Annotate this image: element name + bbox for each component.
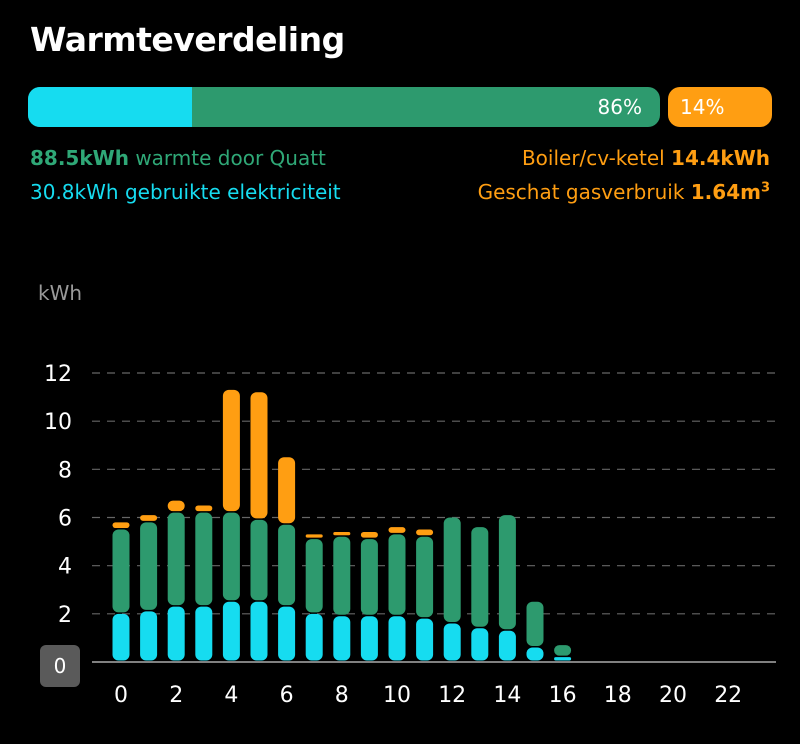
bar-boiler-hour-3 — [195, 505, 213, 512]
bar-electricity-hour-9 — [360, 616, 378, 661]
bar-quatt_heat-hour-1 — [140, 522, 158, 610]
x-tick-label-20: 20 — [659, 683, 687, 708]
bar-electricity-hour-10 — [388, 616, 406, 661]
y-tick-label-8: 8 — [58, 458, 72, 483]
y-tick-label-6: 6 — [58, 507, 72, 532]
bar-quatt_heat-hour-16 — [554, 645, 572, 656]
bar-quatt_heat-hour-14 — [498, 515, 516, 630]
bar-quatt_heat-hour-10 — [388, 534, 406, 615]
quatt-heat-label: warmte door Quatt — [135, 146, 326, 170]
gas-legend: Geschat gasverbruik 1.64m3 — [478, 180, 770, 204]
electricity-value: 30.8kWh — [30, 180, 119, 204]
bar-boiler-hour-10 — [388, 527, 406, 533]
bar-electricity-hour-11 — [416, 618, 434, 661]
y-tick-label-12: 12 — [44, 362, 72, 387]
bar-boiler-hour-2 — [167, 500, 185, 512]
y-tick-label-2: 2 — [58, 603, 72, 628]
x-tick-label-4: 4 — [224, 683, 238, 708]
gas-label: Geschat gasverbruik — [477, 180, 685, 204]
bar-quatt_heat-hour-13 — [471, 527, 489, 627]
bar-boiler-hour-4 — [222, 389, 240, 512]
bar-quatt_heat-hour-2 — [167, 512, 185, 606]
x-tick-label-10: 10 — [383, 683, 411, 708]
bar-quatt_heat-hour-11 — [416, 536, 434, 618]
x-tick-label-0: 0 — [114, 683, 128, 708]
bar-quatt_heat-hour-6 — [278, 524, 296, 606]
x-tick-label-22: 22 — [714, 683, 742, 708]
bar-electricity-hour-3 — [195, 606, 213, 661]
x-tick-label-8: 8 — [335, 683, 349, 708]
bar-quatt_heat-hour-9 — [360, 539, 378, 615]
quatt-heat-legend: 88.5kWh warmte door Quatt — [30, 146, 326, 170]
heat-split-bar: 86% — [28, 87, 660, 127]
y-tick-label-10: 10 — [44, 410, 72, 435]
quatt-percent-label: 86% — [597, 95, 642, 119]
bar-quatt_heat-hour-4 — [222, 512, 240, 601]
bar-boiler-hour-11 — [416, 529, 434, 536]
bar-quatt_heat-hour-8 — [333, 536, 351, 615]
bar-boiler-hour-7 — [305, 534, 323, 538]
bar-electricity-hour-4 — [222, 601, 240, 661]
bar-quatt_heat-hour-7 — [305, 539, 323, 613]
bar-boiler-hour-9 — [360, 531, 378, 538]
y-axis-zero-badge: 0 — [40, 645, 80, 687]
bar-electricity-hour-8 — [333, 616, 351, 661]
gas-unit-superscript: 3 — [760, 180, 770, 196]
bar-electricity-hour-1 — [140, 611, 158, 661]
electricity-legend: 30.8kWh gebruikte elektriciteit — [30, 180, 341, 204]
bar-boiler-hour-6 — [278, 457, 296, 524]
bar-quatt_heat-hour-12 — [443, 517, 461, 622]
y-tick-label-4: 4 — [58, 555, 72, 580]
bar-quatt_heat-hour-3 — [195, 512, 213, 606]
bar-boiler-hour-8 — [333, 531, 351, 536]
bar-quatt_heat-hour-15 — [526, 601, 544, 647]
x-tick-label-12: 12 — [438, 683, 466, 708]
boiler-legend: Boiler/cv-ketel 14.4kWh — [522, 146, 770, 170]
bar-boiler-hour-5 — [250, 392, 268, 519]
x-tick-label-16: 16 — [549, 683, 577, 708]
x-tick-label-18: 18 — [604, 683, 632, 708]
bar-electricity-hour-14 — [498, 630, 516, 661]
electricity-label: gebruikte elektriciteit — [124, 180, 341, 204]
bar-electricity-hour-13 — [471, 628, 489, 661]
x-tick-label-2: 2 — [169, 683, 183, 708]
bar-electricity-hour-7 — [305, 613, 323, 661]
gas-value: 1.64m3 — [690, 180, 770, 204]
bar-quatt_heat-hour-0 — [112, 529, 130, 613]
page-title: Warmteverdeling — [30, 20, 345, 59]
bar-electricity-hour-12 — [443, 623, 461, 661]
bar-boiler-hour-0 — [112, 522, 130, 529]
x-tick-label-14: 14 — [493, 683, 521, 708]
bar-electricity-hour-5 — [250, 601, 268, 661]
bar-quatt_heat-hour-5 — [250, 519, 268, 601]
boiler-value: 14.4kWh — [671, 146, 770, 170]
boiler-label: Boiler/cv-ketel — [521, 146, 665, 170]
electricity-share-segment — [28, 87, 192, 127]
boiler-percent-pill: 14% — [668, 87, 772, 127]
bar-electricity-hour-6 — [278, 606, 296, 661]
bar-electricity-hour-16 — [554, 657, 572, 661]
y-axis-unit-label: kWh — [38, 281, 82, 305]
bar-boiler-hour-1 — [140, 515, 158, 521]
quatt-heat-value: 88.5kWh — [30, 146, 129, 170]
bar-electricity-hour-0 — [112, 613, 130, 661]
bar-electricity-hour-15 — [526, 647, 544, 661]
bar-electricity-hour-2 — [167, 606, 185, 661]
x-tick-label-6: 6 — [280, 683, 294, 708]
